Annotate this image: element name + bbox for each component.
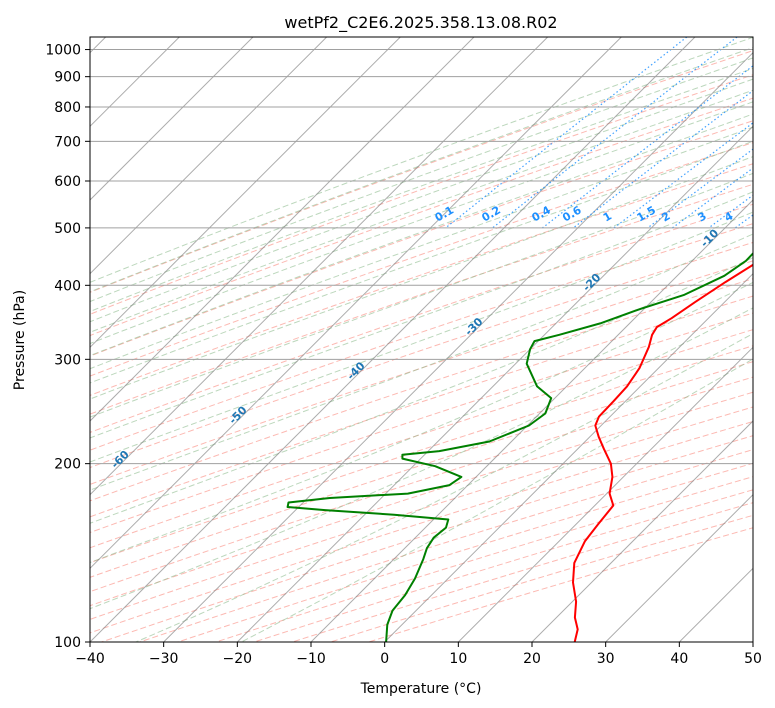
- isotherm: [605, 493, 753, 642]
- moist-adiabat: [90, 257, 753, 524]
- mixing-ratio-line: [572, 89, 753, 229]
- moist-adiabat: [90, 47, 753, 293]
- dry-adiabat: [90, 295, 753, 518]
- y-axis-label: Pressure (hPa): [12, 290, 28, 390]
- x-tick-label: −40: [75, 651, 105, 667]
- isotherm: [90, 37, 622, 570]
- dry-adiabat: [90, 329, 753, 549]
- y-tick-label: 1000: [45, 43, 81, 59]
- isotherm: [384, 272, 753, 642]
- moist-adiabat: [90, 78, 753, 323]
- moist-adiabat: [90, 113, 753, 357]
- x-axis: −40 −30 −20 −10 0 10 20 30 40 50: [75, 642, 762, 667]
- x-tick-label: −30: [149, 651, 179, 667]
- y-axis: 100 200 300 400 500 600 700 800 900 1000: [45, 43, 90, 651]
- moist-adiabat: [90, 37, 753, 283]
- x-tick-label: 30: [597, 651, 615, 667]
- mixing-ratio-group: [445, 37, 753, 229]
- moist-adiabat: [90, 89, 753, 333]
- moist-adiabat: [90, 281, 753, 564]
- isotherm: [90, 37, 696, 642]
- dry-adiabat: [90, 74, 753, 315]
- isotherm: [90, 37, 254, 201]
- isotherm: [90, 37, 401, 349]
- y-tick-label: 400: [54, 278, 81, 294]
- moist-adiabat: [90, 126, 753, 370]
- y-tick-label: 500: [54, 221, 81, 237]
- isotherm: [310, 199, 753, 642]
- dry-adiabat: [90, 241, 753, 469]
- isotherm: [90, 37, 475, 422]
- mixing-ratio-line: [542, 65, 753, 229]
- chart-title: wetPf2_C2E6.2025.358.13.08.R02: [284, 13, 557, 33]
- x-axis-label: Temperature (°C): [360, 681, 482, 697]
- dry-adiabat: [90, 278, 753, 502]
- isotherm: [90, 37, 549, 496]
- x-tick-label: 0: [380, 651, 389, 667]
- y-tick-label: 900: [54, 70, 81, 86]
- dry-adiabat: [90, 203, 753, 433]
- plot-area: -100-90-80-70-60-50-40-30-20-100.10.20.4…: [90, 37, 753, 642]
- moist-adiabat: [90, 67, 753, 313]
- dry-adiabat: [90, 376, 753, 593]
- moist-adiabat: [90, 101, 753, 345]
- moist-adiabat: [90, 211, 753, 463]
- temperature-profile: [572, 263, 753, 642]
- y-tick-label: 600: [54, 174, 81, 190]
- mixing-ratio-line: [672, 167, 753, 229]
- isotherm: [163, 51, 753, 642]
- dry-adiabat: [90, 97, 753, 337]
- x-tick-label: −10: [296, 651, 326, 667]
- moist-adiabat: [135, 333, 753, 642]
- isotherm: [90, 37, 328, 275]
- moist-adiabat: [90, 57, 753, 303]
- y-tick-label: 700: [54, 134, 81, 150]
- moist-adiabat: [90, 233, 753, 491]
- x-tick-label: 20: [523, 651, 541, 667]
- dry-adiabat: [90, 163, 753, 396]
- x-tick-label: −20: [223, 651, 253, 667]
- x-tick-label: 10: [449, 651, 467, 667]
- y-tick-label: 200: [54, 457, 81, 473]
- isotherm: [531, 420, 753, 642]
- mixing-ratio-line: [492, 37, 738, 229]
- x-tick-label: 50: [744, 651, 762, 667]
- dry-adiabat: [90, 345, 753, 564]
- dewpoint-profile: [286, 252, 753, 642]
- dry-adiabat: [90, 183, 753, 415]
- moist-adiabat: [241, 358, 753, 642]
- y-tick-label: 800: [54, 100, 81, 116]
- y-tick-label: 100: [54, 635, 81, 651]
- isotherm: [457, 346, 753, 642]
- dry-adiabat: [90, 50, 753, 293]
- profiles-group: [286, 252, 753, 642]
- moist-adiabat: [90, 307, 753, 610]
- dry-adiabats-group: [90, 50, 753, 642]
- dry-adiabat: [90, 391, 753, 607]
- moist-adiabat: [90, 172, 753, 418]
- moist-adiabat: [90, 156, 753, 400]
- dry-adiabat: [90, 142, 753, 377]
- y-tick-label: 300: [54, 352, 81, 368]
- plot-frame: [89, 36, 754, 643]
- x-tick-label: 40: [670, 651, 688, 667]
